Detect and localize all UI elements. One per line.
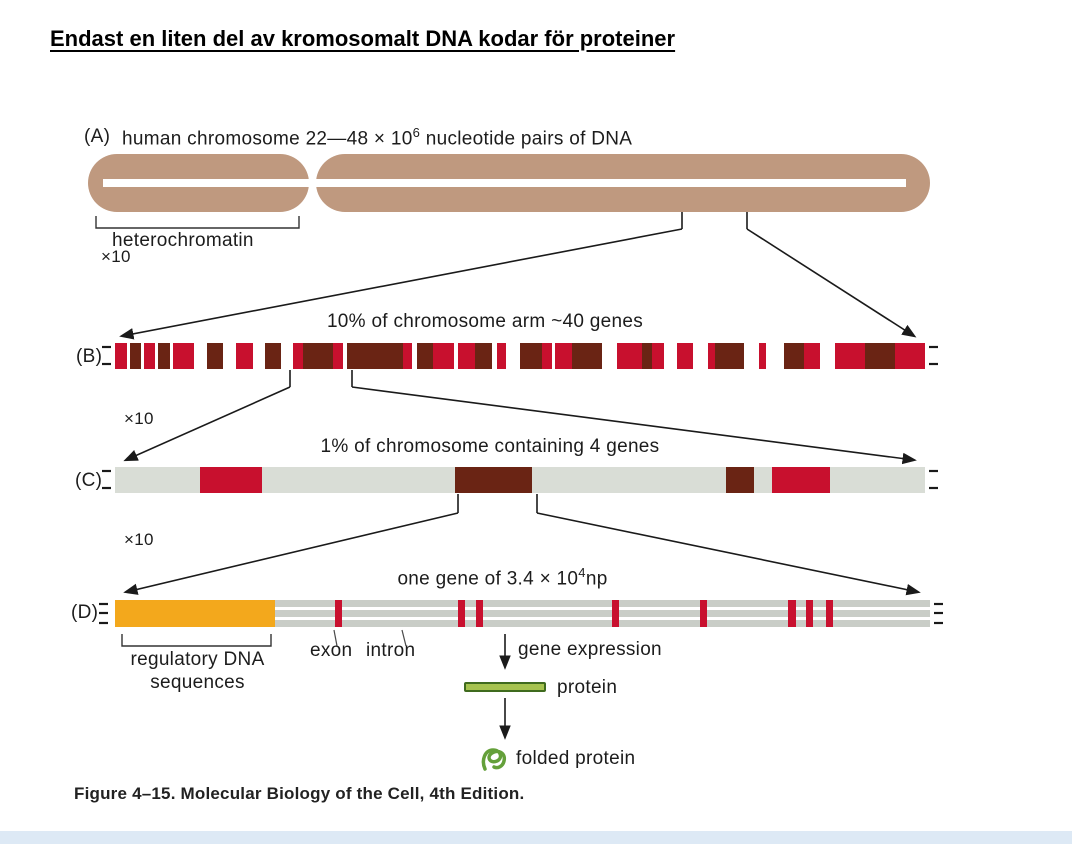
exon-label: exon — [310, 640, 353, 661]
gene-strand-band-2 — [115, 610, 930, 617]
heterochromatin-label: heterochromatin — [112, 230, 254, 251]
page-title: Endast en liten del av kromosomalt DNA k… — [50, 26, 676, 51]
panel-d-title: one gene of 3.4 × 104np — [95, 565, 910, 590]
gene-bar-segments — [115, 600, 930, 627]
protein-bar — [464, 682, 546, 692]
intron-label: intron — [366, 640, 416, 661]
gene-strand-band-3 — [115, 620, 930, 627]
heterochromatin-bracket — [95, 216, 300, 229]
panel-c-label: (C) — [75, 470, 103, 491]
panel-b-title: 10% of chromosome arm ~40 genes — [326, 311, 644, 332]
panel-b-chromosome-arm-bar — [115, 343, 925, 369]
folded-protein-label: folded protein — [516, 748, 636, 769]
regulatory-dna-label: regulatory DNA sequences — [110, 648, 285, 694]
chromosome-22 — [88, 154, 930, 212]
gene-strand-band-1 — [115, 600, 930, 607]
panel-d-title-exponent: 4 — [578, 565, 586, 580]
gene-expression-label: gene expression — [518, 639, 662, 660]
panel-a-title-text: human chromosome 22—48 × 10 — [122, 128, 413, 150]
panel-b-label: (B) — [76, 346, 103, 367]
bottom-strip — [0, 831, 1072, 844]
regulatory-bracket — [121, 634, 272, 647]
regulatory-dna-line1: regulatory DNA — [130, 649, 265, 670]
figure-caption: Figure 4–15. Molecular Biology of the Ce… — [74, 784, 525, 803]
panel-c-title: 1% of chromosome containing 4 genes — [320, 436, 660, 457]
panel-a-title: human chromosome 22—48 × 106 nucleotide … — [122, 125, 632, 150]
panel-d-title-text: one gene of 3.4 × 10 — [397, 568, 579, 590]
panel-d-title-unit: np — [585, 568, 608, 590]
panel-d-label: (D) — [71, 602, 99, 623]
folded-protein-icon — [481, 748, 507, 771]
panel-d-gene-bar — [115, 600, 930, 627]
panel-c-segment-bar — [115, 467, 925, 493]
panel-a-label: (A) — [84, 126, 111, 147]
zoom-factor-label-1: ×10 — [101, 247, 131, 266]
zoom-factor-label-2: ×10 — [124, 409, 154, 428]
regulatory-dna-line2: sequences — [150, 672, 245, 693]
panel-a-title-exponent: 6 — [412, 125, 421, 140]
panel-a-title-tail: nucleotide pairs of DNA — [420, 128, 633, 150]
protein-label: protein — [557, 677, 618, 698]
zoom-factor-label-3: ×10 — [124, 530, 154, 549]
